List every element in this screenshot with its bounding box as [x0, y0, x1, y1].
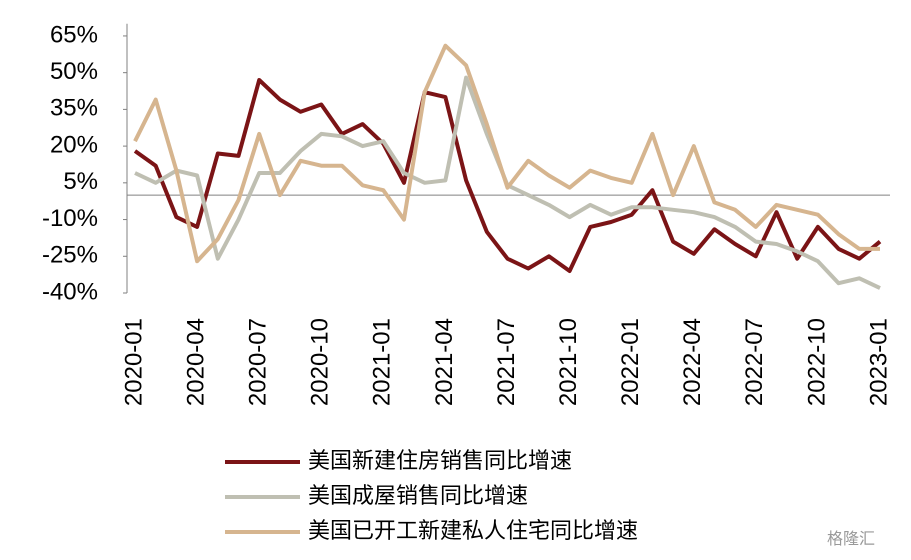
y-tick-label: 5%: [63, 168, 98, 195]
x-tick-label: 2021-04: [431, 318, 458, 406]
x-tick-label: 2020-10: [307, 318, 334, 406]
x-tick-label: 2020-01: [120, 318, 147, 406]
x-tick-label: 2023-01: [865, 318, 892, 406]
x-tick-label: 2021-10: [555, 318, 582, 406]
series-line: [133, 43, 880, 264]
legend-label: 美国已开工新建私人住宅同比增速: [308, 518, 638, 543]
y-tick-label: 50%: [50, 58, 98, 85]
x-tick-label: 2021-01: [369, 318, 396, 406]
x-tick-label: 2020-07: [245, 318, 272, 406]
x-tick-label: 2021-07: [493, 318, 520, 406]
y-tick-label: 20%: [50, 131, 98, 158]
legend-label: 美国新建住房销售同比增速: [308, 448, 572, 473]
legend-label: 美国成屋销售同比增速: [308, 483, 528, 508]
y-tick-label: -25%: [42, 242, 98, 269]
y-tick-label: -40%: [42, 278, 98, 305]
watermark: 格隆汇: [827, 530, 875, 548]
series-line: [133, 78, 882, 273]
x-tick-label: 2020-04: [182, 318, 209, 406]
y-tick-label: -10%: [42, 205, 98, 232]
y-tick-label: 65%: [50, 21, 98, 48]
x-tick-label: 2022-04: [679, 318, 706, 406]
x-tick-label: 2022-01: [617, 318, 644, 406]
x-tick-label: 2022-10: [803, 318, 830, 406]
x-tick-label: 2022-07: [741, 318, 768, 406]
y-tick-label: 35%: [50, 95, 98, 122]
